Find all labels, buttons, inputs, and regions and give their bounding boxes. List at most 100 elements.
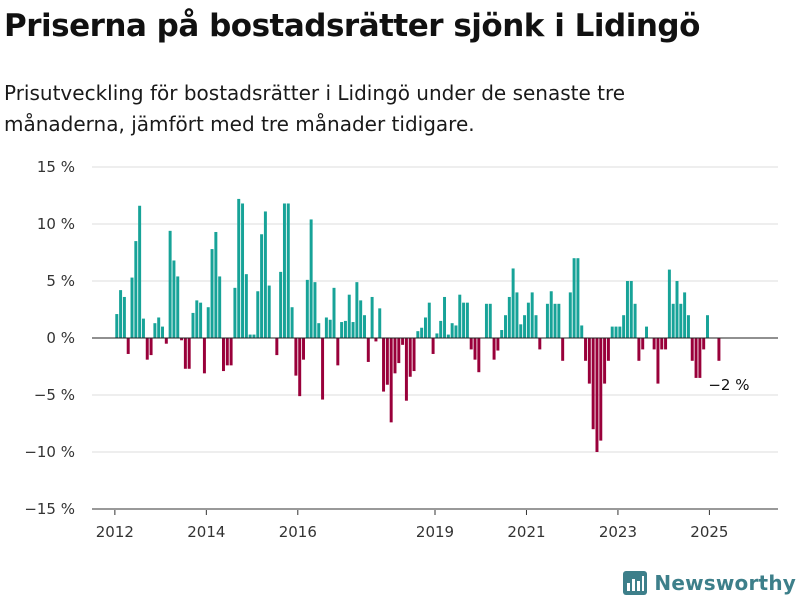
bar: [374, 338, 378, 342]
bar: [530, 292, 534, 338]
bar: [435, 333, 439, 338]
x-tick-label: 2016: [279, 523, 317, 541]
bar: [332, 287, 336, 338]
bar: [252, 334, 256, 338]
bar: [614, 326, 618, 338]
bar: [702, 338, 706, 350]
bar: [153, 323, 157, 338]
bar: [667, 269, 671, 338]
bar: [473, 338, 477, 360]
bar: [382, 338, 386, 392]
bar: [694, 338, 698, 378]
bar: [538, 338, 542, 350]
chart-subtitle: Prisutveckling för bostadsrätter i Lidin…: [4, 81, 626, 136]
bar: [686, 315, 690, 338]
chart-title: Priserna på bostadsrätter sjönk i Liding…: [4, 8, 700, 44]
bar: [191, 312, 195, 338]
bar: [176, 276, 180, 338]
bar: [587, 338, 591, 384]
bar: [645, 326, 648, 338]
bar: [317, 323, 321, 338]
bar: [298, 338, 302, 397]
bar: [511, 268, 515, 338]
y-axis-ticks: 15 % 10 % 5 % 0 % −5 % −10 % −15 %: [24, 158, 75, 518]
bar: [248, 334, 252, 338]
bar: [553, 303, 557, 338]
bar: [225, 338, 229, 366]
bar: [507, 296, 511, 338]
bar: [606, 338, 610, 361]
bar: [652, 338, 656, 350]
bar: [370, 296, 374, 338]
y-tick-label: 5 %: [46, 272, 75, 290]
x-tick-label: 2014: [187, 523, 225, 541]
bar: [164, 338, 168, 344]
bar: [275, 338, 279, 356]
x-tick-label: 2021: [507, 523, 545, 541]
bar: [290, 307, 294, 338]
bar: [336, 338, 340, 366]
bar: [397, 338, 401, 364]
bar: [260, 234, 264, 338]
bar: [157, 317, 161, 338]
bar: [363, 315, 366, 338]
bar: [222, 338, 225, 372]
bar: [321, 338, 325, 400]
bar: [633, 303, 637, 338]
bar: [603, 338, 607, 384]
bar: [698, 338, 702, 378]
x-tick-label: 2023: [599, 523, 637, 541]
y-tick-label: 0 %: [46, 329, 75, 347]
bar: [545, 303, 549, 338]
bar: [199, 302, 203, 338]
bar: [450, 323, 454, 338]
bar: [625, 281, 629, 338]
bar: [423, 317, 427, 338]
bar: [305, 279, 309, 338]
bar: [443, 296, 447, 338]
bar: [324, 317, 328, 338]
bar: [572, 258, 576, 338]
bar: [229, 338, 233, 366]
bar: [690, 338, 694, 361]
bar: [446, 334, 450, 338]
bar: [458, 294, 462, 338]
bar: [549, 291, 553, 338]
bar: [282, 203, 286, 338]
y-tick-label: −5 %: [34, 386, 75, 404]
bar: [195, 300, 199, 338]
bar: [401, 338, 405, 345]
bar: [126, 338, 130, 354]
bar: [328, 319, 332, 338]
bar: [206, 307, 210, 338]
bar: [477, 338, 481, 373]
newsworthy-logo-icon: [623, 571, 648, 595]
bar: [214, 231, 218, 338]
bar: [119, 290, 123, 338]
bar: [138, 205, 142, 338]
bar: [149, 338, 153, 356]
bar: [347, 294, 351, 338]
bars: [115, 198, 721, 452]
bar: [408, 338, 412, 377]
bar: [122, 296, 126, 338]
bar: [618, 326, 622, 338]
y-tick-label: 10 %: [37, 215, 75, 233]
bar: [717, 338, 721, 361]
bar: [302, 338, 305, 360]
bar: [675, 281, 679, 338]
bar: [172, 260, 176, 338]
brand-name: Newsworthy: [654, 571, 796, 595]
bar: [629, 281, 633, 338]
bar: [309, 219, 313, 338]
bar: [233, 287, 237, 338]
bar: [465, 302, 469, 338]
bar: [218, 276, 222, 338]
bar: [385, 338, 389, 385]
bar: [294, 338, 298, 376]
bar: [313, 282, 317, 338]
bar: [664, 338, 668, 350]
bar: [267, 285, 271, 338]
bar: [496, 338, 500, 351]
